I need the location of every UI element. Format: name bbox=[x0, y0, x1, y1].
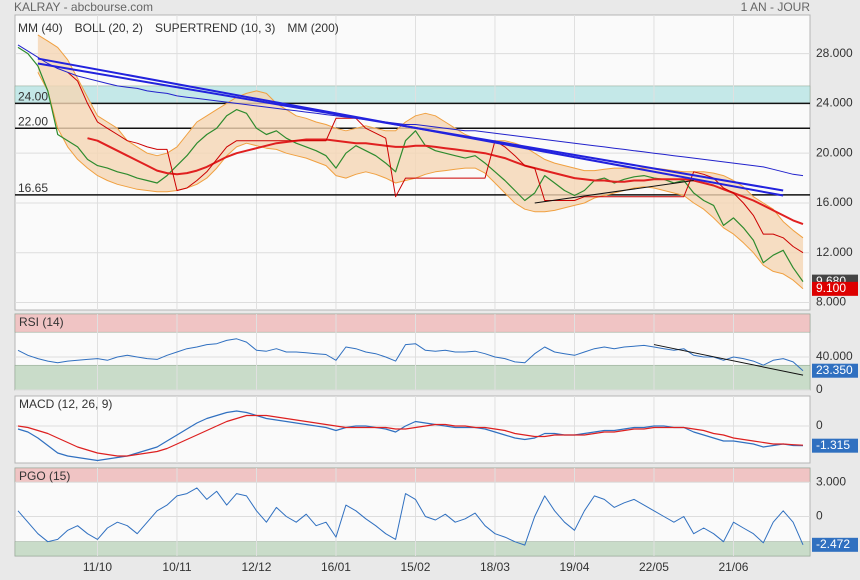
y-tick-label: 28.000 bbox=[816, 46, 853, 60]
y-tick-label: 16.000 bbox=[816, 195, 853, 209]
last-value-label: 9.100 bbox=[816, 281, 846, 295]
last-value-label: 23.350 bbox=[816, 363, 853, 377]
x-tick-label: 18/03 bbox=[480, 560, 510, 574]
zone bbox=[14, 313, 811, 333]
legend-entry: SUPERTREND (10, 3) bbox=[155, 21, 275, 35]
x-tick-label: 15/02 bbox=[400, 560, 430, 574]
legend-entry: BOLL (20, 2) bbox=[75, 21, 143, 35]
last-value-label: -2.472 bbox=[816, 537, 850, 551]
panel-title: PGO (15) bbox=[19, 469, 70, 483]
panel-title: MACD (12, 26, 9) bbox=[19, 397, 112, 411]
last-value-box bbox=[812, 281, 858, 296]
series-line bbox=[17, 46, 804, 282]
series-line bbox=[17, 414, 804, 457]
x-tick-label: 10/11 bbox=[162, 560, 191, 574]
x-tick-label: 21/06 bbox=[718, 560, 748, 574]
series-line bbox=[87, 137, 804, 226]
x-tick-label: 19/04 bbox=[559, 560, 589, 574]
legend-entry: MM (200) bbox=[287, 21, 338, 35]
last-value-box bbox=[812, 537, 858, 552]
last-value-box bbox=[812, 438, 858, 453]
y-tick-label: 0 bbox=[816, 418, 823, 432]
x-tick-label: 11/10 bbox=[83, 560, 112, 574]
y-tick-label: 20.000 bbox=[816, 145, 853, 159]
x-tick-label: 12/12 bbox=[241, 560, 271, 574]
level-label: 22.00 bbox=[18, 114, 48, 128]
level-label: 16.65 bbox=[18, 181, 48, 195]
zone bbox=[14, 467, 811, 483]
legend-entry: MM (40) bbox=[18, 21, 63, 35]
y-tick-label: 3.000 bbox=[816, 474, 846, 488]
x-tick-label: 22/05 bbox=[639, 560, 669, 574]
level-label: 24.00 bbox=[18, 90, 48, 104]
y-tick-label: 24.000 bbox=[816, 96, 853, 110]
panel-title: RSI (14) bbox=[19, 315, 64, 329]
series-line bbox=[17, 44, 804, 177]
band-fill bbox=[37, 34, 804, 289]
last-value-label: -1.315 bbox=[816, 438, 850, 452]
y-tick-label: 8.000 bbox=[816, 295, 846, 309]
zone bbox=[14, 85, 811, 104]
y-tick-label: 40.000 bbox=[816, 349, 853, 363]
series-line bbox=[67, 71, 804, 254]
trend-line bbox=[37, 62, 784, 192]
series-line bbox=[17, 487, 804, 546]
series-line bbox=[17, 338, 804, 372]
page-title: KALRAY - abcbourse.com bbox=[14, 0, 153, 14]
y-tick-label: 0 bbox=[816, 509, 823, 523]
zone bbox=[14, 364, 811, 391]
trend-line bbox=[653, 344, 804, 376]
y-tick-label: 0 bbox=[816, 382, 823, 396]
trend-line bbox=[534, 180, 694, 204]
period: 1 AN - JOUR bbox=[741, 0, 811, 14]
x-tick-label: 16/01 bbox=[321, 560, 351, 574]
series-line bbox=[37, 72, 804, 290]
series-line bbox=[37, 34, 804, 239]
y-tick-label: 12.000 bbox=[816, 245, 853, 259]
panel bbox=[14, 395, 811, 464]
last-value-box bbox=[812, 363, 858, 378]
zone bbox=[14, 541, 811, 557]
